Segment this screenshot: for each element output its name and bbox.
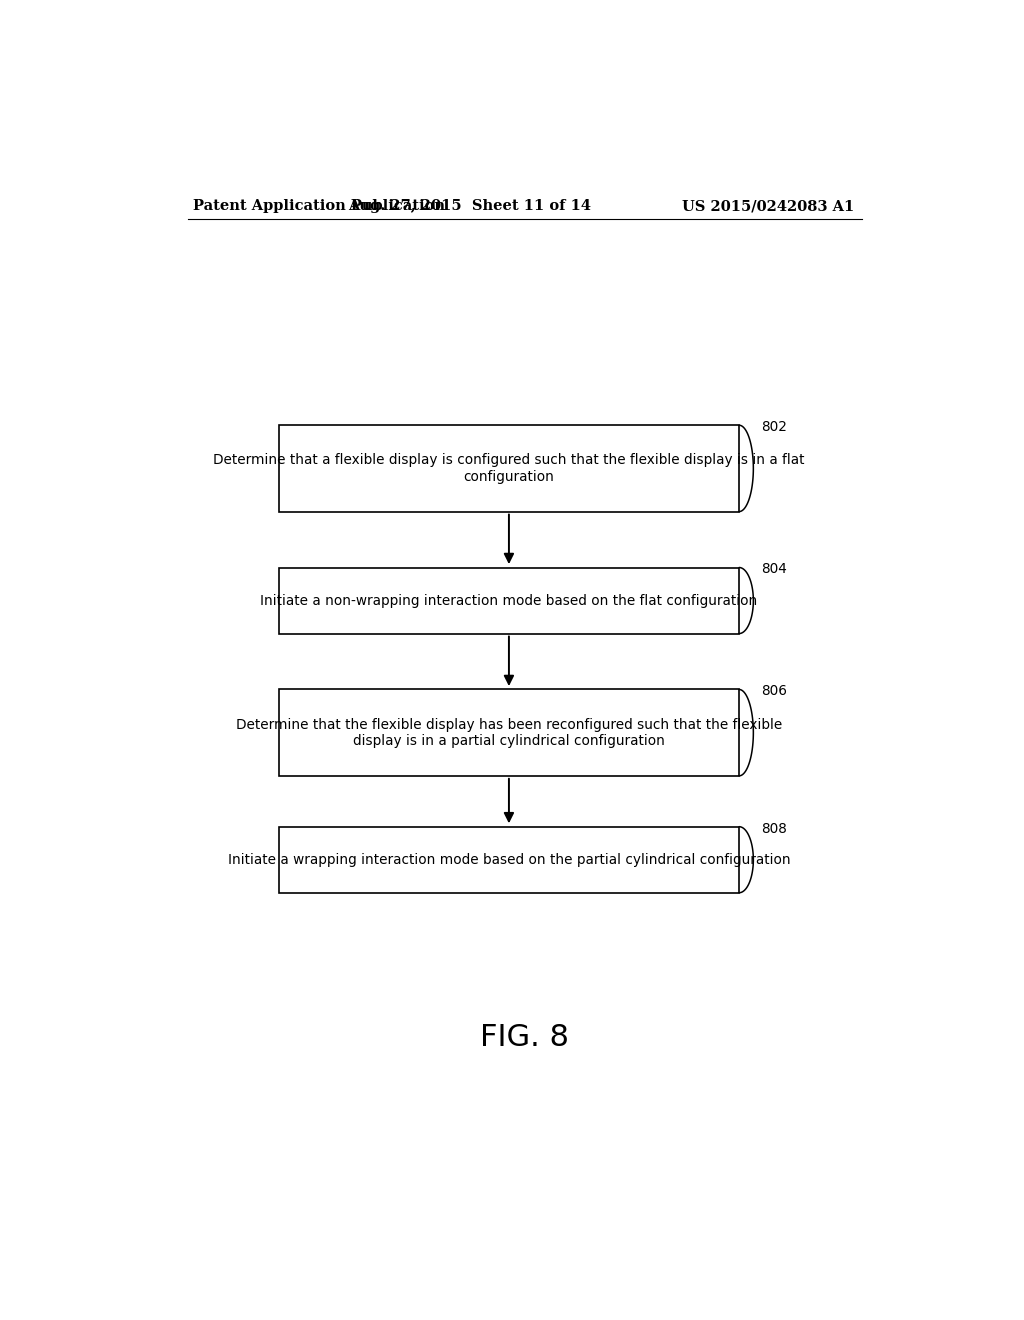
Text: 804: 804 bbox=[761, 562, 787, 577]
Text: 806: 806 bbox=[761, 684, 787, 698]
Bar bbox=[279, 425, 739, 512]
Text: Initiate a non-wrapping interaction mode based on the flat configuration: Initiate a non-wrapping interaction mode… bbox=[260, 594, 758, 607]
Text: Aug. 27, 2015  Sheet 11 of 14: Aug. 27, 2015 Sheet 11 of 14 bbox=[348, 199, 591, 213]
Bar bbox=[279, 826, 739, 892]
Text: Determine that the flexible display has been reconfigured such that the flexible: Determine that the flexible display has … bbox=[236, 718, 782, 747]
Bar bbox=[279, 568, 739, 634]
Text: 808: 808 bbox=[761, 821, 787, 836]
Text: Initiate a wrapping interaction mode based on the partial cylindrical configurat: Initiate a wrapping interaction mode bas… bbox=[227, 853, 791, 867]
Text: Patent Application Publication: Patent Application Publication bbox=[194, 199, 445, 213]
Text: Determine that a flexible display is configured such that the flexible display i: Determine that a flexible display is con… bbox=[213, 453, 805, 483]
Text: FIG. 8: FIG. 8 bbox=[480, 1023, 569, 1052]
Text: US 2015/0242083 A1: US 2015/0242083 A1 bbox=[682, 199, 854, 213]
Text: 802: 802 bbox=[761, 420, 787, 434]
Bar bbox=[279, 689, 739, 776]
